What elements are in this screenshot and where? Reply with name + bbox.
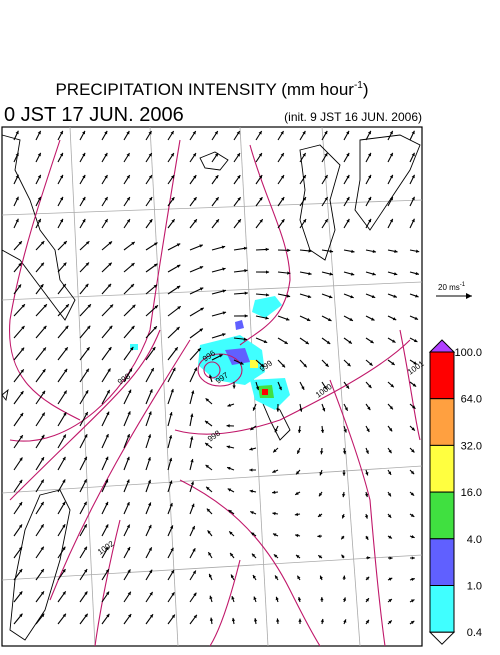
colorbar-segment — [430, 352, 454, 399]
init-time: (init. 9 JST 16 JUN. 2006) — [284, 110, 422, 124]
wind-legend-exp: -1 — [460, 282, 466, 288]
title-close: ) — [363, 80, 369, 99]
colorbar-label: 16.0 — [461, 487, 482, 499]
title: PRECIPITATION INTENSITY (mm hour-1) — [55, 80, 368, 99]
wind-legend-label: 20 ms-1 — [438, 282, 466, 292]
valid-time: 0 JST 17 JUN. 2006 — [4, 104, 184, 126]
map-frame — [2, 127, 422, 646]
wind-legend-head — [466, 293, 472, 299]
colorbar-segment — [430, 399, 454, 446]
colorbar-label: 1.0 — [467, 581, 482, 593]
rain-area — [262, 389, 268, 395]
colorbar-label: 32.0 — [461, 440, 482, 452]
colorbar-label: 4.0 — [467, 534, 482, 546]
colorbar-segment — [430, 492, 454, 539]
colorbar-under — [430, 632, 454, 644]
colorbar-label: 64.0 — [461, 394, 482, 406]
colorbar-label: 0.4 — [467, 627, 482, 639]
wind-legend-text: 20 ms — [438, 283, 460, 292]
colorbar-over — [430, 340, 454, 352]
wind-legend: 20 ms-1 — [436, 282, 472, 299]
colorbar-segment — [430, 445, 454, 492]
colorbar: 100.0 64.0 32.0 16.0 4.0 1.0 0.4 — [430, 340, 482, 644]
colorbar-label: 100.0 — [454, 347, 482, 359]
colorbar-segment — [430, 539, 454, 586]
colorbar-segment — [430, 586, 454, 633]
title-text: PRECIPITATION INTENSITY (mm hour — [55, 80, 354, 99]
